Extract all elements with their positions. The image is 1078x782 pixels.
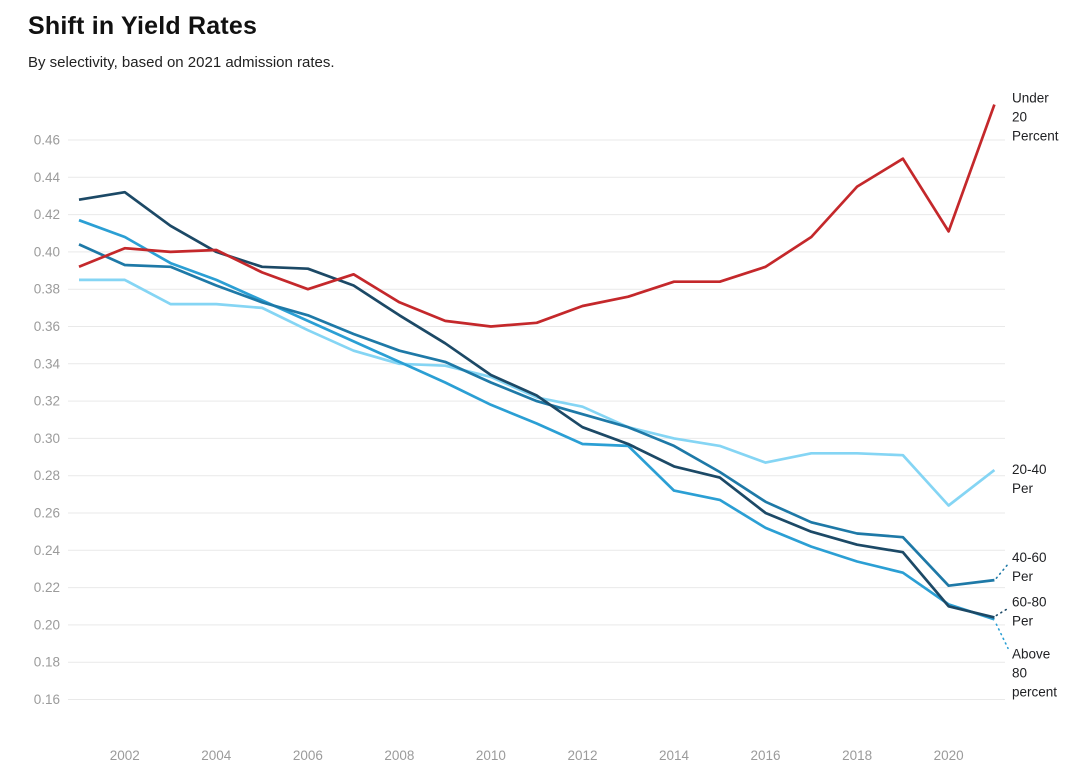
y-tick-label: 0.38 [34,282,60,297]
x-tick-label: 2014 [659,748,690,763]
series-label: Above 80 percent [1012,646,1057,699]
y-tick-label: 0.20 [34,617,60,632]
y-tick-label: 0.40 [34,244,60,259]
page-title: Shift in Yield Rates [28,12,258,40]
y-tick-label: 0.18 [34,655,60,670]
page-subtitle: By selectivity, based on 2021 admission … [28,54,335,71]
series-line-60-80-per [78,190,995,619]
series-label: Under 20 Percent [1012,91,1059,144]
y-tick-label: 0.44 [34,170,61,185]
x-tick-label: 2018 [842,748,872,763]
label-leader-line [995,607,1009,617]
series-label: 60-80 Per [1012,594,1047,628]
label-leader-line [995,623,1009,650]
y-tick-label: 0.28 [34,468,60,483]
series-line-under-20-percent [78,104,996,328]
y-tick-label: 0.32 [34,394,60,409]
x-tick-label: 2020 [934,748,964,763]
y-tick-label: 0.46 [34,133,60,148]
label-leader-line [995,563,1009,579]
y-tick-label: 0.22 [34,580,60,595]
series-line-40-60-per [78,243,995,588]
x-tick-label: 2016 [751,748,781,763]
x-tick-label: 2008 [384,748,414,763]
x-tick-label: 2004 [201,748,232,763]
x-tick-label: 2012 [567,748,597,763]
x-tick-label: 2006 [293,748,323,763]
y-tick-label: 0.42 [34,207,60,222]
y-tick-label: 0.34 [34,356,61,371]
series-label: 40-60 Per [1012,550,1047,584]
y-tick-label: 0.30 [34,431,60,446]
y-tick-label: 0.16 [34,692,60,707]
x-tick-label: 2010 [476,748,506,763]
series-label: 20-40 Per [1012,462,1047,496]
x-tick-label: 2002 [110,748,140,763]
y-tick-label: 0.36 [34,319,60,334]
series-line-above-80-percent [78,218,995,621]
y-tick-label: 0.24 [34,543,61,558]
y-tick-label: 0.26 [34,506,60,521]
series-line-20-40-per [79,278,996,507]
